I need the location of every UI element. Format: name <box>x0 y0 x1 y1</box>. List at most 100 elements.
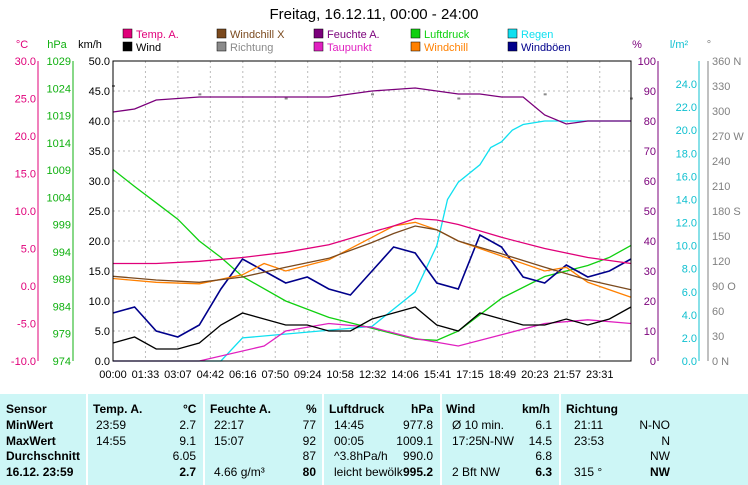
rain-tick-label: 0.0 <box>682 356 697 368</box>
humidity-unit-label: % <box>632 39 642 51</box>
direction-tick-label: 30 <box>712 331 724 343</box>
pressure-tick-label: 984 <box>53 301 71 313</box>
pressure-tick-label: 979 <box>53 329 71 341</box>
stats-cell-h-val: 77 <box>302 418 316 432</box>
x-tick-label: 09:24 <box>294 369 322 381</box>
stats-cell-p-val: 1009.1 <box>396 433 433 448</box>
rain-tick-label: 4.0 <box>682 310 697 322</box>
stats-cell-label: MaxWert <box>6 433 56 448</box>
stats-header-pressure: Luftdruck <box>329 402 385 416</box>
stats-header-wind: Wind <box>446 402 476 416</box>
direction-tick-label: 210 <box>712 181 730 193</box>
legend-label: Luftdruck <box>424 29 470 41</box>
stats-cell-d-time: 23:53 <box>574 433 605 448</box>
pressure-tick-label: 1029 <box>47 56 71 68</box>
x-tick-label: 03:07 <box>164 369 192 381</box>
stats-header-temp-unit: °C <box>183 402 197 416</box>
x-tick-label: 01:33 <box>132 369 160 381</box>
stats-cell-p-time: 14:45 <box>334 418 365 432</box>
rain-tick-label: 2.0 <box>682 333 697 345</box>
axis-ticks: 30.0 25.0 20.0 15.0 10.0 5.0 0.0 -5.0 -10.0 1029 1… <box>11 56 744 381</box>
stats-header-pressure-unit: hPa <box>411 402 434 416</box>
wind-tick-label: 15.0 <box>89 266 110 278</box>
direction-unit-label: ° <box>707 39 711 51</box>
direction-tick-label: 90 O <box>712 281 736 293</box>
stats-cell-h-time: 4.66 g/m³ <box>214 464 265 479</box>
weather-chart: Freitag, 16.12.11, 00:00 - 24:00 Temp. A… <box>10 6 745 381</box>
stats-cell-d-val: N-NO <box>639 418 670 432</box>
x-tick-label: 14:06 <box>391 369 419 381</box>
rain-tick-label: 12.0 <box>676 218 697 230</box>
series-line-luftdruck <box>112 168 632 341</box>
legend-label: Taupunkt <box>327 42 372 54</box>
legend-label: Windböen <box>521 42 571 54</box>
rain-tick-label: 18.0 <box>676 148 697 160</box>
direction-tick-label: 120 <box>712 256 730 268</box>
stats-cell-w-time: 17:25 <box>452 433 483 448</box>
rain-tick-label: 10.0 <box>676 241 697 253</box>
axis-units: °C hPa km/h % l/m² ° <box>16 39 711 51</box>
legend-swatch <box>216 28 227 39</box>
humidity-tick-label: 0 <box>650 356 656 368</box>
humidity-tick-label: 70 <box>644 146 656 158</box>
series-line-feuchte-a- <box>112 87 631 125</box>
series-point-richtung <box>457 97 461 100</box>
stats-cell-w-time: Ø 10 min. <box>452 418 505 432</box>
temp-tick-label: 15.0 <box>15 169 36 181</box>
wind-tick-label: 0.0 <box>95 356 110 368</box>
stats-cell-label: Durchschnitt <box>6 449 81 463</box>
x-tick-label: 04:42 <box>197 369 225 381</box>
rain-tick-label: 14.0 <box>676 194 697 206</box>
pressure-tick-label: 1019 <box>47 111 71 123</box>
legend-swatch <box>313 41 324 52</box>
stats-cell-w-val: 6.8 <box>535 449 552 463</box>
stats-cell-h-time: 22:17 <box>214 418 245 432</box>
pressure-tick-label: 1014 <box>47 138 71 150</box>
temp-unit-label: °C <box>16 39 28 51</box>
x-tick-label: 15:41 <box>424 369 452 381</box>
wind-tick-label: 20.0 <box>89 236 110 248</box>
stats-cell-h-val: 92 <box>302 433 316 448</box>
legend-swatch <box>122 28 133 39</box>
series-layer <box>112 85 633 362</box>
x-tick-label: 21:57 <box>554 369 582 381</box>
humidity-tick-label: 90 <box>644 86 656 98</box>
temp-tick-label: 10.0 <box>15 206 36 218</box>
stats-cell-h-val: 87 <box>302 449 316 463</box>
temp-tick-label: 30.0 <box>15 56 36 68</box>
temp-tick-label: 25.0 <box>15 94 36 106</box>
stats-cell-w-val: 14.5 <box>528 433 552 448</box>
stats-cell-w-dir: N-NW <box>481 433 514 448</box>
stats-cell-label: 16.12. 23:59 <box>6 464 74 479</box>
stats-cell-w-val: 6.3 <box>535 464 552 479</box>
pressure-unit-label: hPa <box>47 39 67 51</box>
legend-swatch <box>122 41 133 52</box>
series-line-wind <box>112 306 632 350</box>
stats-table: Sensor Temp. A. °C Feuchte A. % Luftdruc… <box>0 394 748 485</box>
wind-tick-label: 40.0 <box>89 116 110 128</box>
legend-label: Windchill X <box>230 29 285 41</box>
series-point-richtung <box>284 97 288 100</box>
legend-label: Temp. A. <box>136 29 179 41</box>
wind-tick-label: 30.0 <box>89 176 110 188</box>
wind-tick-label: 35.0 <box>89 146 110 158</box>
pressure-tick-label: 1024 <box>47 83 71 95</box>
temp-tick-label: 5.0 <box>21 244 36 256</box>
wind-tick-label: 45.0 <box>89 86 110 98</box>
direction-tick-label: 300 <box>712 106 730 118</box>
pressure-tick-label: 994 <box>53 247 71 259</box>
stats-cell-d-val: N <box>661 433 670 448</box>
stats-cell-t-val: 2.7 <box>179 464 196 479</box>
stats-cell-t-time: 23:59 <box>96 418 127 432</box>
pressure-tick-label: 974 <box>53 356 71 368</box>
stats-cell-w-val: 6.1 <box>535 418 552 432</box>
stats-cell-w-time: 2 Bft NW <box>452 464 501 479</box>
wind-unit-label: km/h <box>78 39 102 51</box>
rain-tick-label: 16.0 <box>676 171 697 183</box>
direction-tick-label: 0 N <box>712 356 729 368</box>
stats-cell-p-time: ^3.8hPa/h <box>334 449 388 463</box>
stats-cell-h-time: 15:07 <box>214 433 245 448</box>
pressure-tick-label: 1004 <box>47 192 71 204</box>
stats-cell-p-time: 00:05 <box>334 433 365 448</box>
